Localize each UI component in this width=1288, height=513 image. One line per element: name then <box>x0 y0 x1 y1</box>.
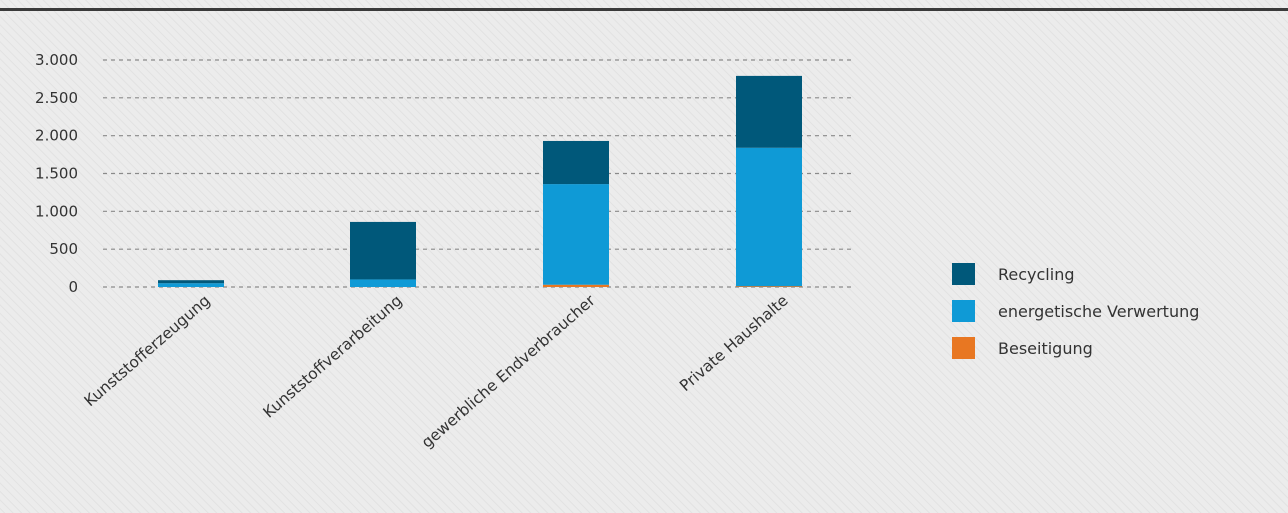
bar-energetische-verwertung-private-haushalte <box>736 147 802 287</box>
legend: Recycling energetische Verwertung Beseitig… <box>952 263 1199 359</box>
legend-label-recycling: Recycling <box>998 265 1075 284</box>
bar-recycling-private-haushalte <box>736 75 802 148</box>
bar-recycling-gewerbliche-endverbraucher <box>543 140 609 185</box>
bar-energetische-verwertung-kunststoffverarbeitung <box>350 279 416 287</box>
y-tick-label: 2.000 <box>35 127 78 145</box>
y-tick-label: 3.000 <box>35 51 78 69</box>
bars <box>158 75 802 287</box>
bar-energetische-verwertung-kunststofferzeugung <box>158 283 224 287</box>
legend-swatch-beseitigung <box>952 337 975 359</box>
y-tick-label: 2.500 <box>35 89 78 107</box>
legend-swatch-recycling <box>952 263 975 285</box>
bar-recycling-kunststofferzeugung <box>158 280 224 284</box>
bar-beseitigung-private-haushalte <box>736 285 802 287</box>
y-tick-label: 1.500 <box>35 165 78 183</box>
y-axis-tick-labels: 0 500 1.000 1.500 2.000 2.500 3.000 <box>35 51 78 296</box>
bar-recycling-kunststoffverarbeitung <box>350 221 416 280</box>
legend-label-energetische-verwertung: energetische Verwertung <box>998 302 1199 321</box>
y-tick-label: 500 <box>49 240 78 258</box>
bar-energetische-verwertung-gewerbliche-endverbraucher <box>543 184 609 285</box>
legend-label-beseitigung: Beseitigung <box>998 339 1093 358</box>
y-tick-label: 0 <box>68 278 78 296</box>
top-rule <box>0 8 1288 11</box>
bar-beseitigung-gewerbliche-endverbraucher <box>543 284 609 287</box>
gridlines <box>103 59 855 288</box>
legend-swatch-energetische-verwertung <box>952 300 975 322</box>
y-tick-label: 1.000 <box>35 202 78 220</box>
